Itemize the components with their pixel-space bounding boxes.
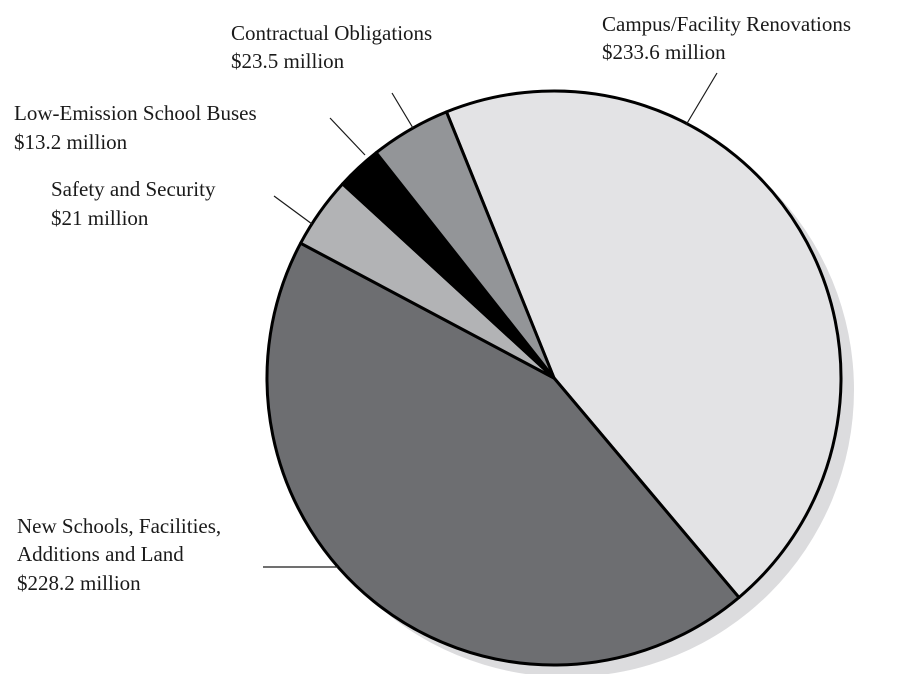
pie-slice-contractual xyxy=(374,110,556,380)
label-renovations-value: $233.6 million xyxy=(602,40,726,64)
pie-slice-renovations xyxy=(444,89,843,599)
label-contractual-value: $23.5 million xyxy=(231,49,345,73)
label-new-schools-value: $228.2 million xyxy=(17,571,141,595)
label-new-schools-name-line2: Additions and Land xyxy=(17,542,184,566)
leader-line-contractual xyxy=(391,92,414,129)
pie-slice-new_schools xyxy=(265,241,741,667)
leader-line-renovations xyxy=(685,72,718,126)
label-buses-name: Low-Emission School Buses xyxy=(14,101,257,125)
pie-slices xyxy=(265,89,843,667)
label-buses-value: $13.2 million xyxy=(14,130,128,154)
label-renovations-name: Campus/Facility Renovations xyxy=(602,12,851,36)
label-new-schools-name-line1: New Schools, Facilities, xyxy=(17,514,221,538)
label-contractual-name: Contractual Obligations xyxy=(231,21,432,45)
leader-line-buses xyxy=(329,117,366,156)
label-safety-value: $21 million xyxy=(51,206,149,230)
label-safety-name: Safety and Security xyxy=(51,177,216,201)
leader-lines xyxy=(263,72,718,568)
leader-line-safety xyxy=(273,195,313,225)
